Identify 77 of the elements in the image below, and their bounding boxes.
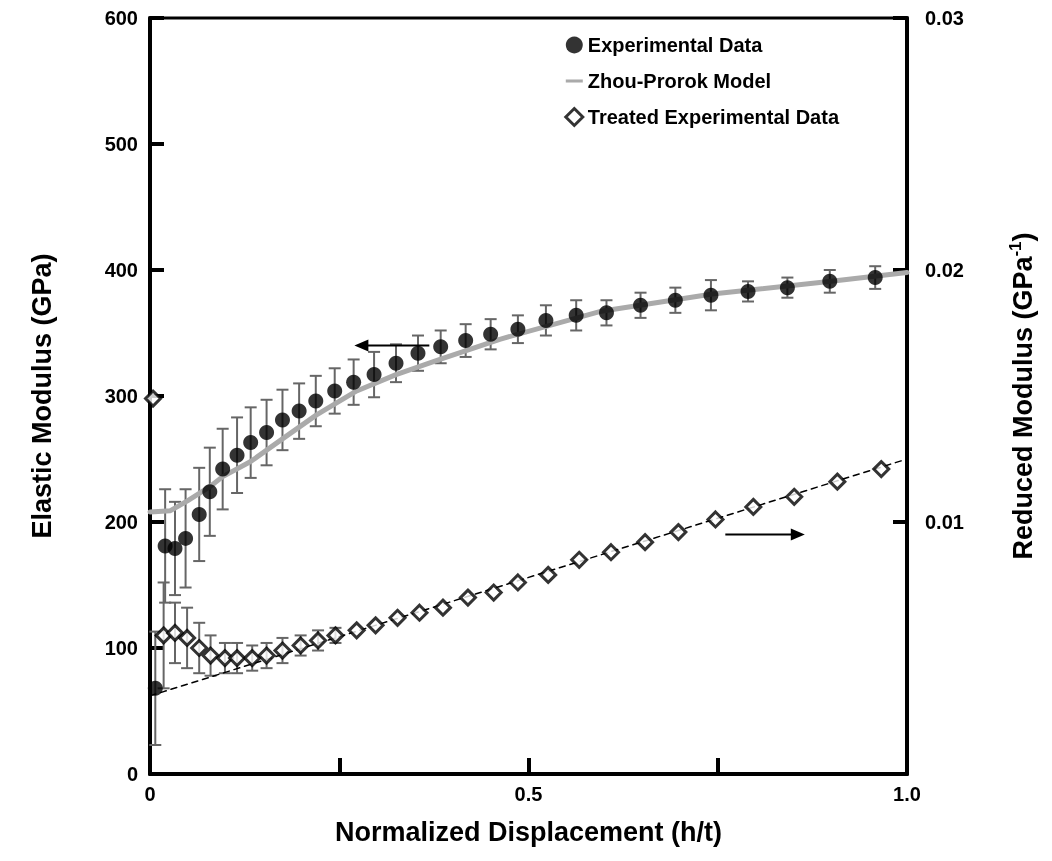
legend-label: Zhou-Prorok Model [587,70,772,92]
point [274,412,290,428]
point [636,533,655,552]
point [744,497,763,516]
point [740,283,756,299]
y-tick-label: 200 [104,511,138,533]
point [229,447,245,463]
y-tick-label: 100 [104,637,138,659]
y2-tick-label: 0.02 [925,259,964,281]
y2-tick-label: 0.01 [925,511,964,533]
point [147,680,163,696]
y-tick-label: 0 [126,763,138,785]
point [191,506,207,522]
point [779,280,795,296]
point [706,510,725,529]
point [165,623,184,642]
point [190,639,209,657]
y2-tick-label: 0.03 [925,7,964,29]
point [144,389,163,408]
point [410,345,426,361]
y-tick-label: 400 [104,259,138,281]
point [347,621,366,640]
x-axis-title: Normalized Displacement (h/t) [334,816,723,847]
point [167,540,183,556]
point [458,588,477,607]
point [366,367,382,383]
point [508,573,527,592]
point [388,355,404,371]
point [273,641,292,660]
point [872,460,891,479]
point [201,646,220,665]
point [308,393,324,409]
point [483,326,499,342]
point [538,312,554,328]
point [433,598,452,617]
point [215,461,231,477]
point [828,472,847,491]
y-tick-label: 500 [104,133,138,155]
legend-label: Treated Experimental Data [587,106,840,128]
point [202,484,218,500]
y-axis-title: Elastic Modulus (GPa) [26,253,57,539]
point [366,616,385,635]
point [178,530,194,546]
y2-axis-title: Reduced Modulus (GPa-1) [1006,232,1038,560]
x-tick-label: 0.5 [514,783,543,805]
point [633,297,649,313]
y-tick-label: 300 [104,385,138,407]
point [570,550,589,569]
point [598,305,614,321]
point [243,435,259,451]
point [568,307,584,323]
point [228,649,247,668]
x-tick-label: 1.0 [893,783,921,805]
point [510,321,526,337]
point [243,649,262,668]
point [346,374,362,390]
point [259,425,275,441]
point [327,383,343,399]
point [433,339,449,355]
point [410,603,429,622]
point [602,543,621,562]
point [539,565,558,584]
point [388,608,407,627]
point [703,287,719,303]
point [178,628,197,647]
point [484,583,503,602]
point [458,333,474,349]
point [669,523,688,542]
point [667,292,683,308]
point [867,270,883,286]
y-tick-label: 600 [104,7,138,29]
point [785,487,804,506]
x-tick-label: 0 [144,783,156,805]
point [291,403,307,419]
point [822,273,838,289]
point [257,646,276,665]
legend-label: Experimental Data [587,34,764,56]
